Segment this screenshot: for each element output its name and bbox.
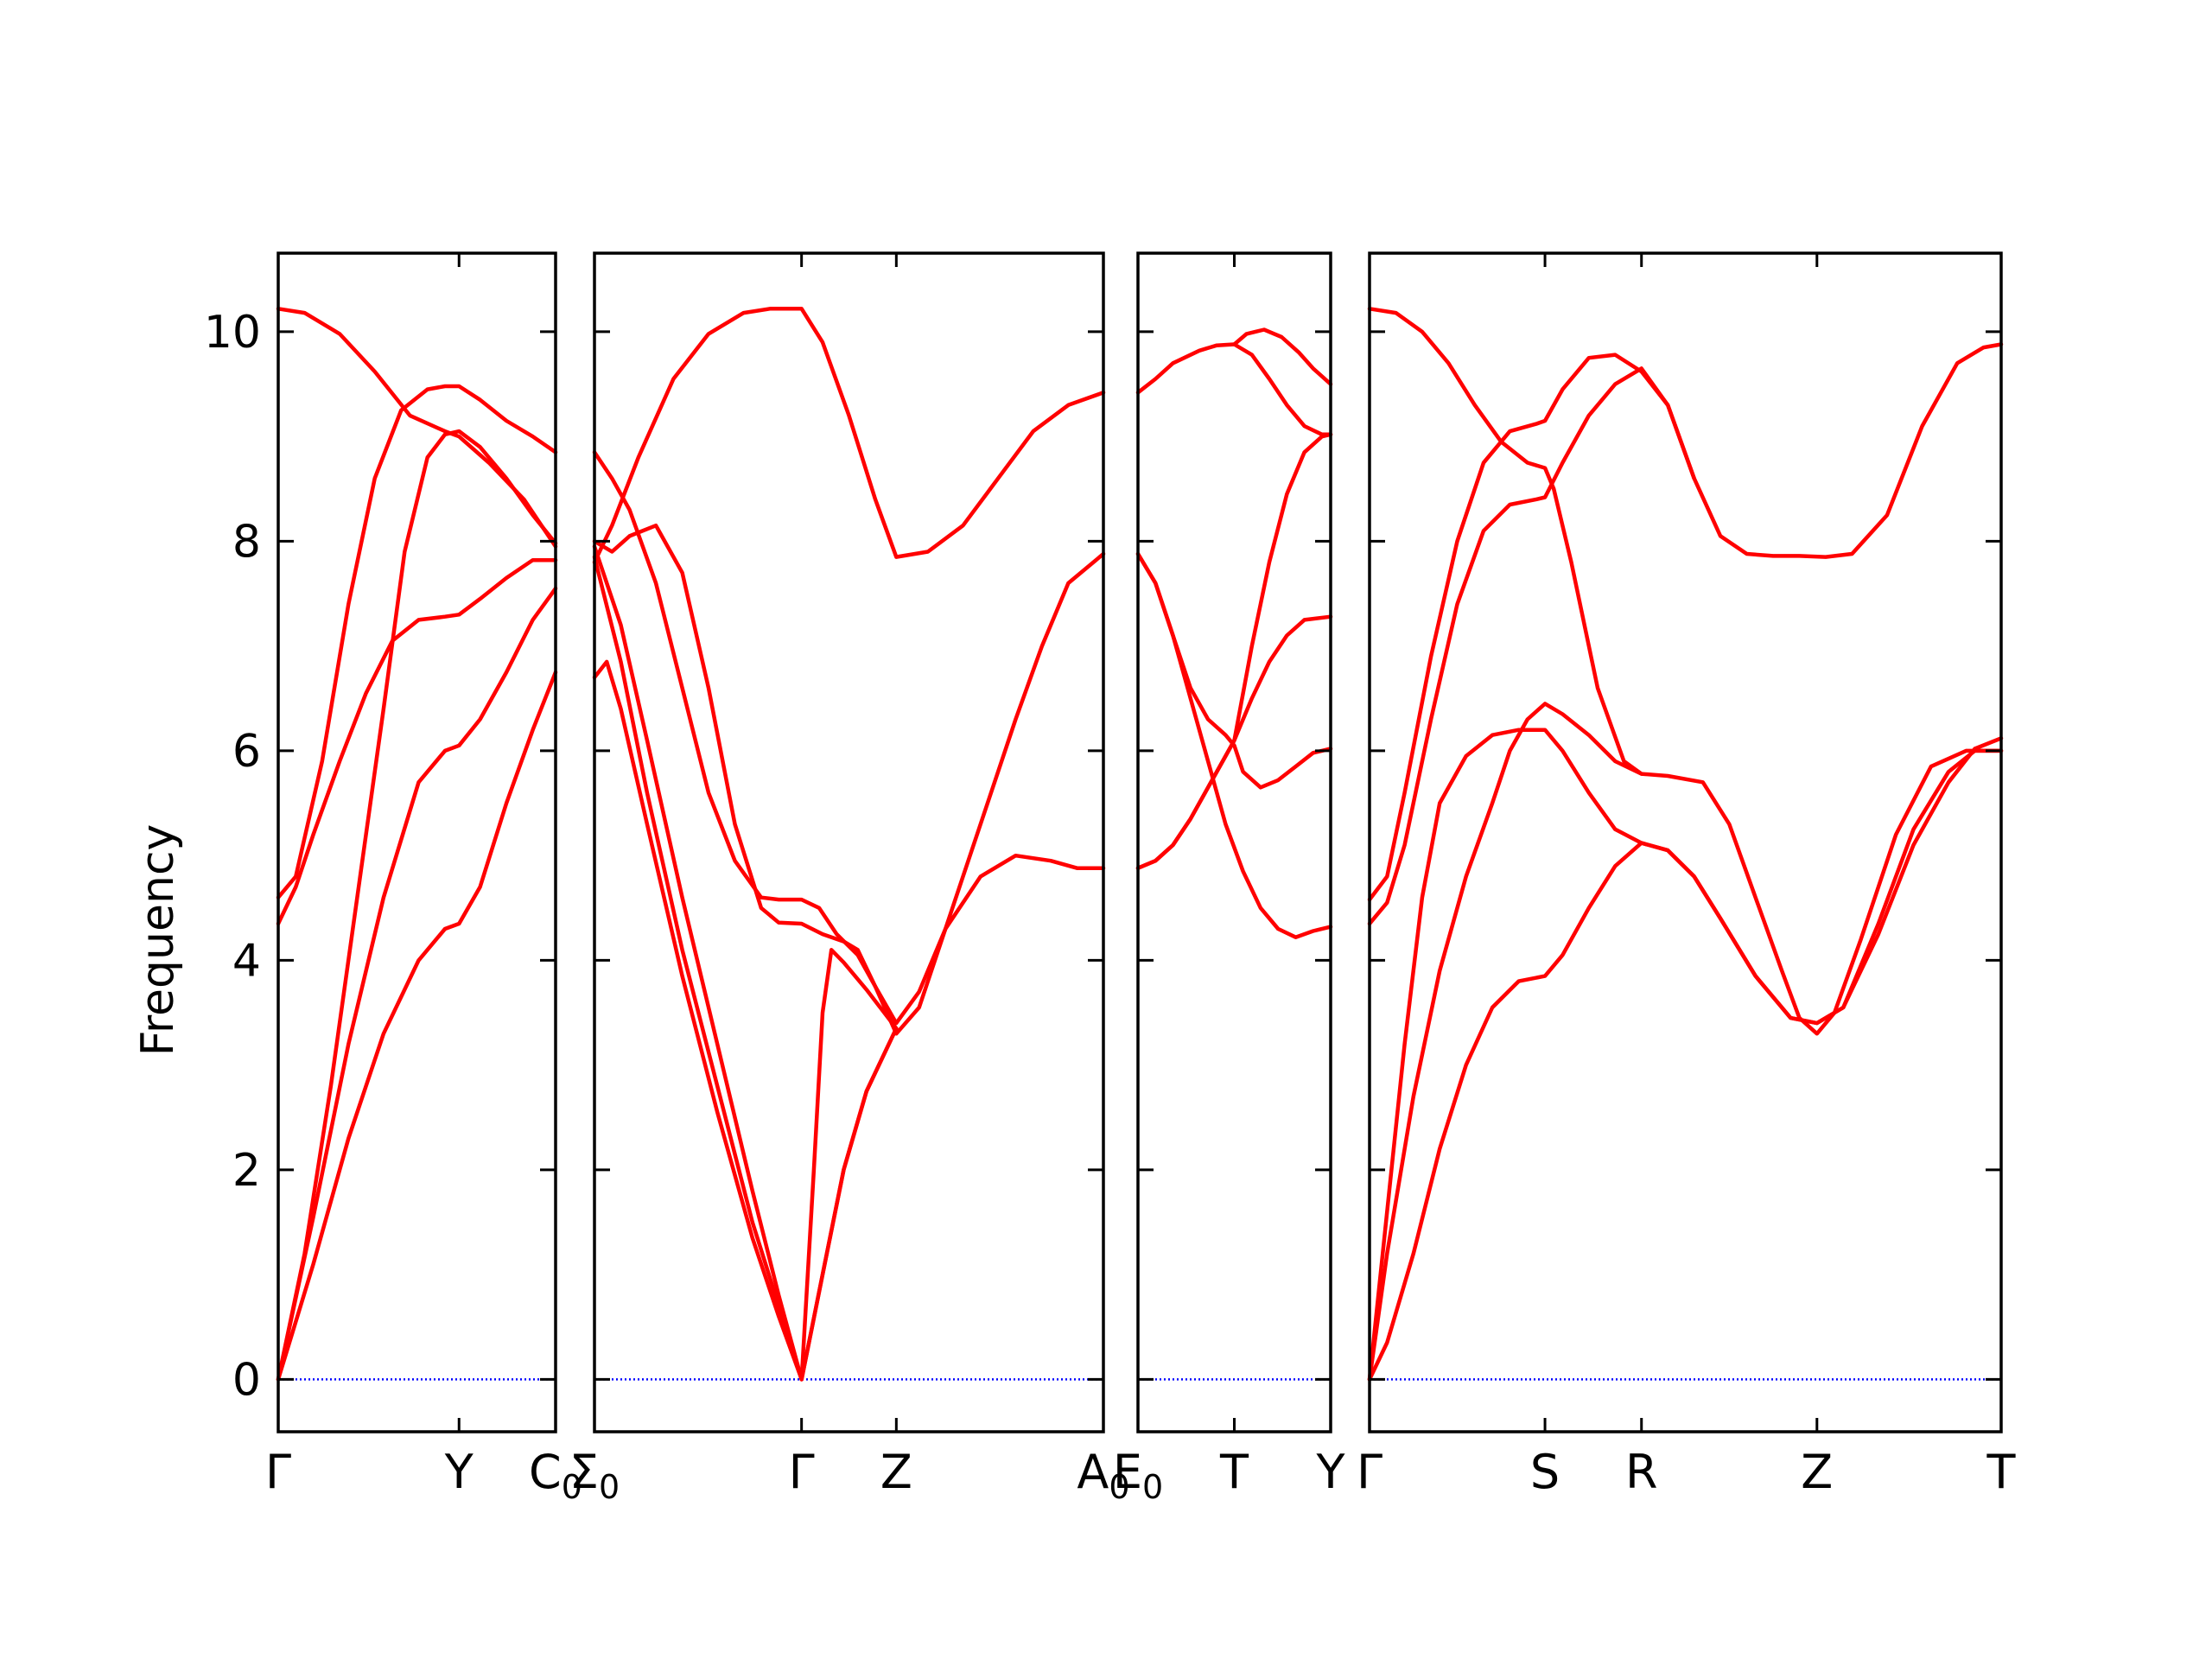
phonon-band-line [1135, 551, 1333, 790]
panel-frame [593, 251, 1105, 1433]
phonon-band-line [1232, 327, 1333, 386]
y-tick-label: 6 [232, 726, 261, 778]
phonon-band-line [276, 384, 558, 899]
k-point-label: Y [444, 1445, 474, 1499]
y-tick-label: 10 [204, 307, 261, 359]
k-point-label-subscript: 0 [1142, 1468, 1163, 1506]
k-point-label: Z [880, 1445, 912, 1499]
phonon-band-line [1367, 366, 1696, 926]
k-point-label: T [1219, 1445, 1249, 1499]
panel-frame [1368, 251, 2003, 1433]
phonon-band-line [1367, 728, 2004, 1382]
phonon-band-line [592, 523, 1106, 1036]
k-point-label-subscript: 0 [562, 1468, 582, 1506]
phonon-band-line [276, 557, 558, 926]
phonon-band-line [276, 307, 558, 549]
k-point-label: E0 [1113, 1445, 1163, 1506]
y-tick-label: 0 [232, 1354, 261, 1406]
k-point-label: Y [1316, 1445, 1346, 1499]
band-panel-2: Σ0 Γ Z A0 [569, 251, 1130, 1506]
phonon-band-line [1135, 342, 1333, 437]
phonon-band-line [592, 307, 1106, 564]
phonon-band-line [592, 450, 1106, 1026]
phonon-band-line [276, 670, 558, 1382]
y-tick-label: 8 [232, 516, 261, 568]
panel-frame [1136, 251, 1332, 1433]
phonon-band-line [1367, 736, 2004, 1382]
phonon-band-line [276, 586, 558, 1382]
k-point-label: S [1530, 1445, 1560, 1499]
phonon-band-line [592, 659, 899, 1382]
k-point-label: Σ0 [569, 1445, 620, 1506]
y-tick-labels: 0 2 4 6 8 10 [204, 307, 261, 1406]
phonon-band-line [276, 429, 558, 1382]
phonon-band-line [1367, 307, 2004, 1036]
y-axis-label: Frequency [132, 824, 184, 1057]
y-tick-label: 4 [232, 935, 261, 987]
phonon-band-line [592, 555, 899, 1382]
k-point-label: Γ [1357, 1445, 1382, 1499]
band-panel-3: E0 T Y [1113, 251, 1346, 1506]
k-point-label: Γ [789, 1445, 815, 1499]
phonon-band-line [592, 544, 899, 1382]
y-tick-label: 2 [232, 1145, 261, 1197]
k-point-label: R [1625, 1445, 1658, 1499]
k-point-label: Z [1801, 1445, 1833, 1499]
k-point-label-subscript: 0 [1109, 1468, 1129, 1506]
panel-frame [276, 251, 557, 1433]
k-point-label: Γ [265, 1445, 291, 1499]
band-panel-1: Γ Y C0 [265, 251, 582, 1506]
k-point-label: T [1986, 1445, 2017, 1499]
phonon-band-line [1367, 702, 1643, 1382]
phonon-band-line [1135, 432, 1333, 870]
k-point-label-subscript: 0 [599, 1468, 620, 1506]
